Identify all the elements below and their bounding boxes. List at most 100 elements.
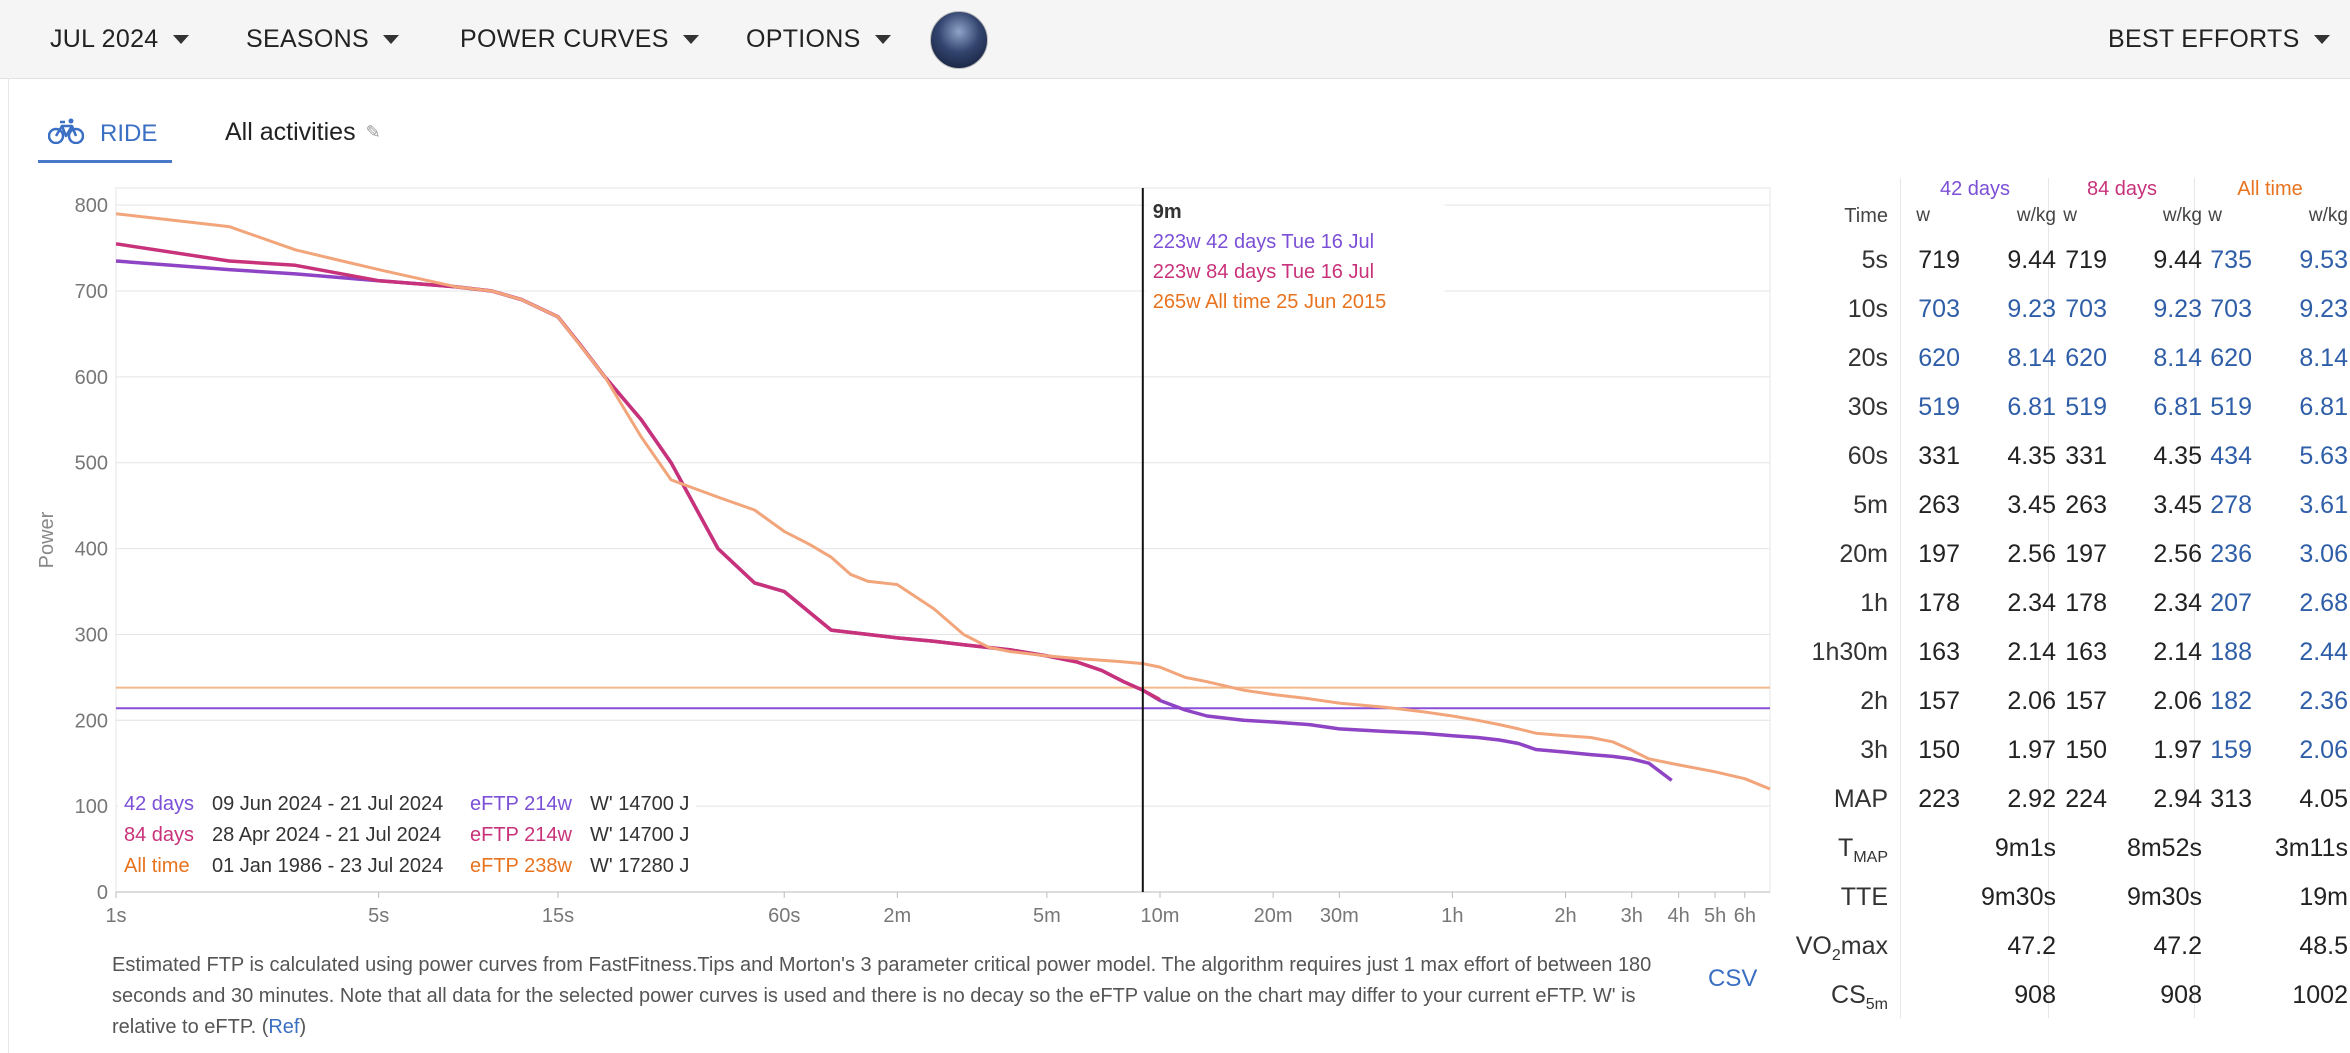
- tab-ride[interactable]: RIDE: [38, 108, 172, 163]
- watts-cell[interactable]: 703: [2065, 295, 2107, 323]
- watts-cell: 178: [2065, 589, 2107, 617]
- ref-link[interactable]: Ref: [268, 1016, 300, 1038]
- tooltip-time: 9m: [1153, 201, 1182, 223]
- watts-cell[interactable]: 236: [2210, 540, 2252, 568]
- cs5m-label: CS5m: [1831, 981, 1888, 1013]
- power-curve-chart[interactable]: 0 100 200 300 400 500 600 700 800 1s 5s 15s 60s 2m 5m 1…: [0, 170, 1790, 950]
- cs5m-value: 908: [2160, 981, 2202, 1009]
- wkg-cell: 2.06: [2153, 687, 2202, 715]
- divider: [8, 78, 9, 1053]
- wkg-cell: 3.45: [2007, 491, 2056, 519]
- description-close: ): [299, 1016, 307, 1038]
- y-tick-label: 300: [75, 624, 108, 646]
- wkg-cell: 4.35: [2153, 442, 2202, 470]
- tmap-value: 3m11s: [2274, 834, 2348, 862]
- wkg-cell: 4.05: [2299, 785, 2348, 813]
- y-tick-label: 800: [75, 195, 108, 217]
- y-tick-label: 0: [97, 882, 108, 904]
- avatar[interactable]: [930, 11, 988, 69]
- watts-cell: 197: [1918, 540, 1960, 568]
- wkg-cell: 2.44: [2299, 638, 2348, 666]
- watts-cell: 224: [2065, 785, 2107, 813]
- tte-label: TTE: [1840, 883, 1888, 911]
- series-line: [115, 212, 1771, 791]
- x-tick-label: 2h: [1554, 905, 1576, 927]
- tooltip-background: [1144, 190, 1445, 318]
- cs5m-value: 908: [2014, 981, 2056, 1009]
- wkg-cell: 6.81: [2153, 393, 2202, 421]
- tte-value: 9m30s: [2126, 883, 2202, 911]
- duration-label: 30s: [1847, 393, 1888, 421]
- watts-cell[interactable]: 703: [2210, 295, 2252, 323]
- month-selector[interactable]: JUL 2024: [50, 0, 189, 78]
- y-tick-label: 700: [75, 281, 108, 303]
- options-menu[interactable]: OPTIONS: [746, 0, 891, 78]
- x-tick-label: 5s: [368, 905, 389, 927]
- vo2-value: 47.2: [2153, 932, 2202, 960]
- duration-label: MAP: [1833, 785, 1888, 813]
- watts-cell[interactable]: 278: [2210, 491, 2252, 519]
- wkg-cell: 8.14: [2153, 344, 2202, 372]
- legend-date-range: 09 Jun 2024 - 21 Jul 2024: [212, 793, 443, 815]
- wkg-cell: 9.44: [2153, 246, 2202, 274]
- seasons-label: SEASONS: [246, 24, 369, 53]
- duration-label: 60s: [1847, 442, 1888, 470]
- wkg-cell: 9.23: [2007, 295, 2056, 323]
- wkg-cell: 2.34: [2153, 589, 2202, 617]
- time-header: Time: [1844, 205, 1888, 227]
- watts-cell[interactable]: 159: [2210, 736, 2252, 764]
- watts-cell: 263: [1918, 491, 1960, 519]
- duration-label: 1h30m: [1811, 638, 1888, 666]
- wkg-cell: 3.61: [2299, 491, 2348, 519]
- activities-label: All activities: [225, 118, 356, 146]
- duration-label: 20s: [1847, 344, 1888, 372]
- legend-date-range: 01 Jan 1986 - 23 Jul 2024: [212, 855, 443, 877]
- watts-cell: 331: [1918, 442, 1960, 470]
- watts-cell: 163: [2065, 638, 2107, 666]
- legend-label: All time: [124, 855, 190, 877]
- power-curves-menu[interactable]: POWER CURVES: [460, 0, 699, 78]
- wkg-cell: 2.36: [2299, 687, 2348, 715]
- wkg-cell: 2.06: [2299, 736, 2348, 764]
- watts-cell[interactable]: 434: [2210, 442, 2252, 470]
- best-efforts-menu[interactable]: BEST EFFORTS: [2108, 0, 2330, 78]
- month-label: JUL 2024: [50, 24, 159, 53]
- wkg-cell: 2.92: [2007, 785, 2056, 813]
- x-tick-label: 1s: [105, 905, 126, 927]
- watts-cell[interactable]: 620: [1918, 344, 1960, 372]
- watts-cell[interactable]: 735: [2210, 246, 2252, 274]
- watts-cell[interactable]: 519: [2210, 393, 2252, 421]
- activities-filter[interactable]: All activities ✎: [225, 118, 381, 147]
- wkg-cell: 8.14: [2299, 344, 2348, 372]
- watts-cell: 223: [1918, 785, 1960, 813]
- eftp-description: Estimated FTP is calculated using power …: [112, 950, 1672, 1043]
- duration-label: 20m: [1839, 540, 1888, 568]
- watts-cell[interactable]: 519: [1918, 393, 1960, 421]
- x-tick-label: 10m: [1141, 905, 1180, 927]
- y-tick-label: 500: [75, 453, 108, 475]
- wkg-cell: 6.81: [2299, 393, 2348, 421]
- watts-cell[interactable]: 620: [2210, 344, 2252, 372]
- tmap-value: 9m1s: [1994, 834, 2056, 862]
- duration-label: 10s: [1847, 295, 1888, 323]
- legend-eftp: eFTP 214w: [470, 793, 572, 815]
- seasons-menu[interactable]: SEASONS: [246, 0, 399, 78]
- chevron-down-icon: [172, 34, 189, 44]
- watts-cell[interactable]: 703: [1918, 295, 1960, 323]
- watts-cell[interactable]: 182: [2210, 687, 2252, 715]
- wkg-cell: 6.81: [2007, 393, 2056, 421]
- vo2-value: 48.5: [2299, 932, 2348, 960]
- chevron-down-icon: [382, 34, 399, 44]
- csv-button[interactable]: CSV: [1708, 965, 1758, 992]
- wkg-header: w/kg: [2162, 205, 2202, 226]
- legend-background: [118, 778, 696, 886]
- watts-cell[interactable]: 188: [2210, 638, 2252, 666]
- watts-cell: 331: [2065, 442, 2107, 470]
- wkg-cell: 1.97: [2007, 736, 2056, 764]
- watts-cell[interactable]: 620: [2065, 344, 2107, 372]
- watts-cell[interactable]: 519: [2065, 393, 2107, 421]
- pencil-icon[interactable]: ✎: [365, 122, 381, 142]
- watts-cell[interactable]: 207: [2210, 589, 2252, 617]
- wkg-cell: 1.97: [2153, 736, 2202, 764]
- legend-label: 84 days: [124, 824, 194, 846]
